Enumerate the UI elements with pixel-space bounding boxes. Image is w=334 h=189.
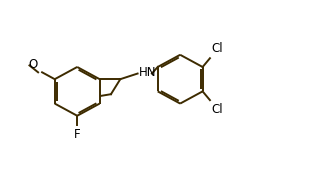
Text: Cl: Cl — [212, 42, 223, 55]
Text: HN: HN — [139, 66, 156, 79]
Text: O: O — [28, 58, 38, 71]
Text: F: F — [74, 128, 80, 141]
Text: Cl: Cl — [212, 103, 223, 116]
